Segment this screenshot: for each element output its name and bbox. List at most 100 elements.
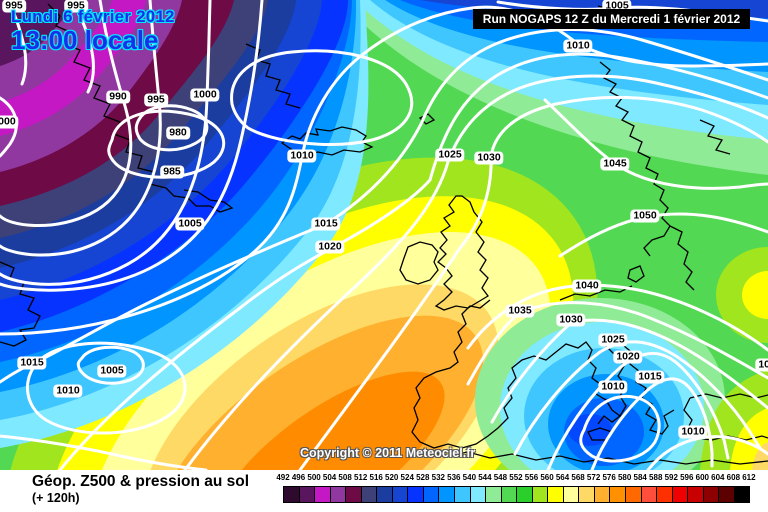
model-run-info: Run NOGAPS 12 Z du Mercredi 1 février 20… <box>473 9 750 29</box>
legend-swatch <box>578 486 595 503</box>
pressure-label: 1015 <box>635 370 665 384</box>
legend-swatch <box>562 486 580 503</box>
legend-swatch <box>329 486 347 503</box>
legend-tick: 536 <box>447 473 461 482</box>
chart-title: Géop. Z500 & pression au sol <box>32 473 250 490</box>
legend-tick: 548 <box>493 473 508 482</box>
pressure-label: 1040 <box>572 279 602 293</box>
legend-swatch <box>376 486 393 503</box>
legend-tick: 608 <box>726 473 741 482</box>
legend-swatch <box>593 486 611 503</box>
legend-tick: 572 <box>586 473 601 482</box>
legend-swatch <box>718 486 735 503</box>
legend-tick: 568 <box>571 473 585 482</box>
legend-tick: 520 <box>385 473 399 482</box>
pressure-label: 1020 <box>613 350 643 364</box>
legend-swatch <box>283 486 300 503</box>
legend-swatch <box>547 486 564 503</box>
legend-swatch <box>733 486 751 503</box>
legend-swatch <box>687 486 704 503</box>
pressure-label: 1010 <box>563 39 593 53</box>
legend-swatch <box>516 486 533 503</box>
valid-time: 13:00 locale <box>11 24 159 55</box>
pressure-label: 1000 <box>0 115 19 129</box>
legend-tick: 588 <box>649 473 663 482</box>
pressure-label: 1010 <box>287 149 317 163</box>
legend-swatch <box>314 486 331 503</box>
pressure-labels: 995 995 1005 1010 990 995 1000 980 985 1000 1005 10… <box>0 0 768 439</box>
legend-tick: 504 <box>322 473 337 482</box>
legend-swatch <box>500 486 518 503</box>
pressure-label: 1005 <box>175 217 205 231</box>
legend-swatch <box>454 486 471 503</box>
legend-swatch <box>298 486 316 503</box>
pressure-label: 1035 <box>505 304 535 318</box>
legend-swatch <box>609 486 627 503</box>
legend-swatch <box>702 486 720 503</box>
legend-tick: 584 <box>633 473 647 482</box>
legend-tick: 596 <box>680 473 694 482</box>
weather-map: 995 995 1005 1010 990 995 1000 980 985 1000 1005 10… <box>0 0 768 470</box>
legend-tick: 560 <box>540 473 554 482</box>
legend-tick: 492 <box>276 473 290 482</box>
legend-tick: 528 <box>416 473 430 482</box>
legend-swatch <box>671 486 689 503</box>
legend-swatch <box>360 486 378 503</box>
copyright-notice: Copyright © 2011 Meteociel.fr <box>300 446 476 460</box>
valid-date-block: Lundi 6 février 2012 13:00 locale <box>11 8 175 54</box>
pressure-label: 1010 <box>678 425 708 439</box>
legend-tick: 544 <box>478 473 492 482</box>
legend-tick: 512 <box>353 473 368 482</box>
legend-tick: 564 <box>555 473 570 482</box>
pressure-label: 1025 <box>435 148 465 162</box>
pressure-label: 985 <box>160 165 184 179</box>
legend-tick: 576 <box>602 473 616 482</box>
pressure-label: 1020 <box>315 240 345 254</box>
pressure-label: 1025 <box>755 358 768 372</box>
pressure-label: 1030 <box>474 151 504 165</box>
legend-swatch-row <box>283 486 751 503</box>
legend-tick: 612 <box>742 473 756 482</box>
legend-tick: 516 <box>369 473 383 482</box>
z500-pressure-field <box>0 0 768 470</box>
legend-swatch <box>640 486 658 503</box>
pressure-label: 1015 <box>311 217 341 231</box>
legend-tick: 532 <box>431 473 445 482</box>
pressure-label: 1015 <box>17 356 47 370</box>
legend-tick: 500 <box>307 473 321 482</box>
legend-swatch <box>407 486 424 503</box>
legend-swatch <box>391 486 409 503</box>
pressure-label: 990 <box>106 90 130 104</box>
coastlines <box>0 3 768 465</box>
caption-bar: Géop. Z500 & pression au sol (+ 120h) 49… <box>0 470 768 512</box>
pressure-label: 1030 <box>556 313 586 327</box>
legend-swatch <box>531 486 549 503</box>
pressure-label: 1010 <box>598 380 628 394</box>
legend-swatch <box>469 486 487 503</box>
legend-swatch <box>485 486 502 503</box>
pressure-label: 1010 <box>53 384 83 398</box>
pressure-label: 995 <box>2 0 26 13</box>
pressure-label: 995 <box>144 93 168 107</box>
legend-tick: 604 <box>711 473 725 482</box>
pressure-label: 980 <box>166 126 190 140</box>
legend-swatch <box>656 486 673 503</box>
valid-date: Lundi 6 février 2012 <box>11 7 175 26</box>
legend-tick-row: 492 496 500 504 508 512 516 520 524 528 532 536 540 5… <box>276 473 755 484</box>
legend-tick: 556 <box>524 473 539 482</box>
legend-tick: 552 <box>509 473 523 482</box>
legend-tick: 496 <box>291 473 306 482</box>
forecast-lead-time: (+ 120h) <box>32 491 80 505</box>
pressure-label: 1050 <box>630 209 660 223</box>
pressure-label: 1005 <box>97 364 127 378</box>
legend-swatch <box>345 486 362 503</box>
pressure-label: 1025 <box>598 333 628 347</box>
legend-tick: 580 <box>617 473 632 482</box>
color-scale-legend: 492 496 500 504 508 512 516 520 524 528 532 536 540 5… <box>276 473 756 509</box>
legend-swatch <box>422 486 440 503</box>
legend-tick: 508 <box>338 473 352 482</box>
legend-swatch <box>438 486 456 503</box>
pressure-label: 1045 <box>600 157 630 171</box>
legend-tick: 524 <box>400 473 414 482</box>
